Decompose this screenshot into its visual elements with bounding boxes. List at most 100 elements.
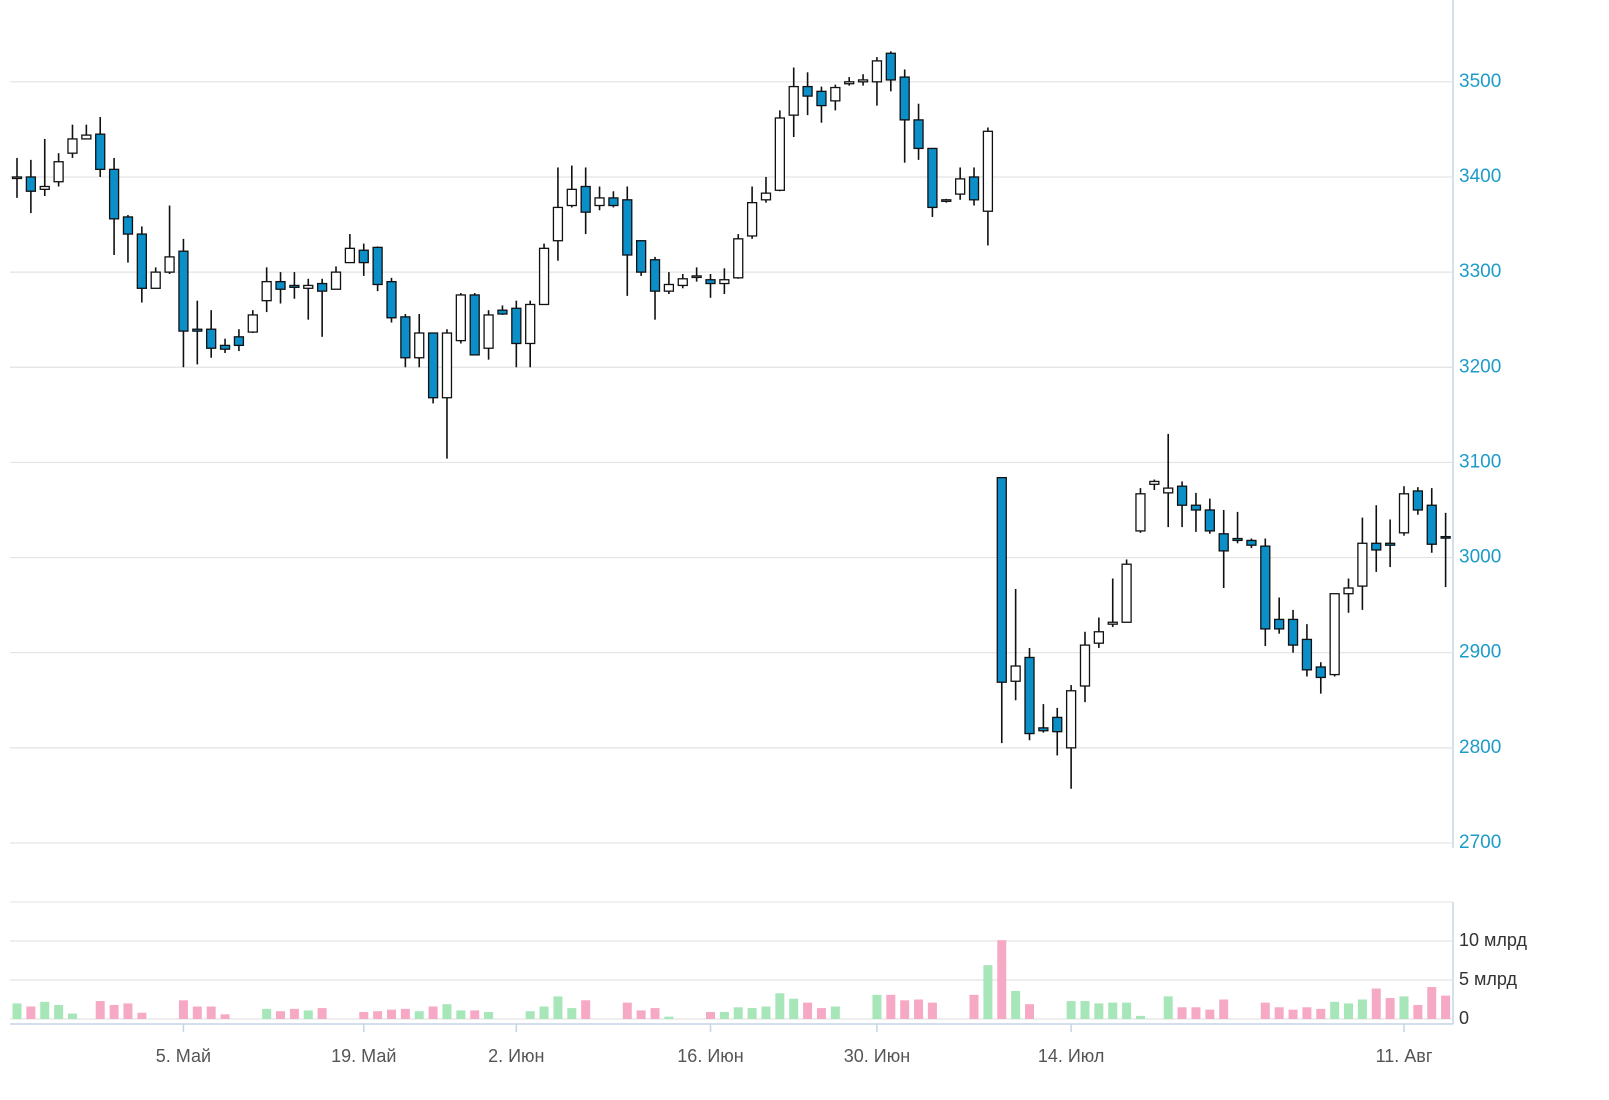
volume-bar xyxy=(1427,987,1437,1019)
volume-bar xyxy=(622,1002,632,1019)
volume-bar xyxy=(1274,1007,1284,1019)
volume-bar xyxy=(983,965,993,1019)
candle-body xyxy=(566,188,577,207)
x-tick-label: 2. Июн xyxy=(488,1046,544,1066)
candle-body xyxy=(233,336,245,347)
candle-body xyxy=(386,280,397,319)
volume-bar xyxy=(1371,988,1381,1019)
x-tick-label: 11. Авг xyxy=(1376,1046,1433,1066)
candle-body xyxy=(871,60,883,83)
candle-body xyxy=(122,216,134,235)
candle-body xyxy=(53,161,64,183)
volume-bar xyxy=(636,1010,646,1019)
volume-bar xyxy=(1163,996,1173,1019)
candle-body xyxy=(150,271,161,289)
candle-body xyxy=(538,247,550,306)
volume-bar xyxy=(525,1011,535,1019)
candle-body xyxy=(1163,487,1174,494)
volume-bar xyxy=(317,1008,327,1019)
volume-bar xyxy=(1108,1002,1118,1019)
candle-body xyxy=(857,79,869,83)
volume-bar xyxy=(1011,990,1021,1019)
candle-body xyxy=(1232,537,1243,542)
candle-body xyxy=(844,81,855,85)
volume-bar xyxy=(581,1000,591,1019)
candle-body xyxy=(483,314,494,349)
volume-bar xyxy=(1025,1004,1035,1019)
candle-body xyxy=(1107,621,1118,625)
y-tick-label: 3500 xyxy=(1459,71,1501,92)
volume-bar xyxy=(178,1000,188,1019)
volume-bar xyxy=(40,1001,50,1019)
candle-body xyxy=(81,134,92,140)
volume-bar xyxy=(1330,1001,1340,1019)
candle-body xyxy=(497,309,508,315)
volume-bar xyxy=(1135,1015,1145,1019)
volume-bar xyxy=(900,1000,910,1019)
volume-bar xyxy=(470,1010,480,1019)
candle-body xyxy=(1204,509,1215,532)
y-tick-label: 0 xyxy=(1459,1008,1469,1028)
volume-bar xyxy=(650,1008,660,1019)
candle-body xyxy=(1384,542,1396,546)
volume-bar xyxy=(775,993,785,1019)
volume-bar xyxy=(886,994,896,1019)
candle-body xyxy=(427,332,439,399)
volume-bar xyxy=(1413,1004,1423,1019)
y-tick-label: 2800 xyxy=(1459,737,1501,758)
volume-bar xyxy=(539,1006,549,1019)
candle-body xyxy=(1149,480,1160,485)
candle-body xyxy=(39,185,50,190)
candle-body xyxy=(1301,638,1313,671)
volume-bar xyxy=(706,1011,715,1019)
candle-body xyxy=(1065,690,1077,749)
volume-bar xyxy=(1260,1002,1270,1019)
volume-bar xyxy=(803,1002,813,1019)
y-tick-label: 3400 xyxy=(1459,166,1501,187)
volume-bar xyxy=(303,1010,313,1019)
candle-body xyxy=(108,168,120,220)
candle-body xyxy=(358,249,369,264)
volume-bar xyxy=(206,1006,216,1019)
candle-body xyxy=(1315,666,1326,679)
volume-bar xyxy=(442,1004,452,1019)
candle-body xyxy=(469,294,480,356)
candle-body xyxy=(1287,618,1299,646)
volume-bar xyxy=(733,1007,743,1019)
candle-body xyxy=(1357,542,1368,587)
candle-body xyxy=(1440,535,1451,539)
candle-body xyxy=(719,279,730,285)
y-tick-label: 2700 xyxy=(1459,832,1501,853)
volume-bar xyxy=(1316,1008,1326,1019)
candle-body xyxy=(400,316,411,359)
volume-bar xyxy=(1122,1002,1132,1019)
candle-body xyxy=(733,238,744,279)
candle-body xyxy=(1260,545,1271,630)
candle-body xyxy=(1218,533,1229,552)
volume-bar xyxy=(747,1008,757,1019)
volume-bar xyxy=(997,940,1007,1019)
y-tick-label: 2900 xyxy=(1459,642,1501,663)
volume-bar xyxy=(1094,1003,1104,1019)
volume-bar xyxy=(1219,999,1229,1019)
candle-body xyxy=(677,278,688,287)
candle-body xyxy=(441,332,453,399)
volume-bar xyxy=(373,1011,383,1019)
volume-bar xyxy=(1191,1007,1201,1019)
volume-bar xyxy=(400,1008,410,1019)
candle-body xyxy=(261,280,272,302)
candle-body xyxy=(95,133,106,171)
candle-body xyxy=(746,202,758,237)
volume-bar xyxy=(872,994,882,1019)
y-tick-label: 3200 xyxy=(1459,356,1501,377)
volume-bar xyxy=(567,1008,577,1019)
volume-bar xyxy=(664,1016,674,1019)
candle-body xyxy=(344,247,356,264)
candle-body xyxy=(219,344,231,350)
volume-bar xyxy=(192,1006,202,1019)
candle-body xyxy=(206,328,217,349)
candle-body xyxy=(705,279,716,285)
volume-bar xyxy=(359,1011,369,1019)
candle-body xyxy=(25,176,37,192)
